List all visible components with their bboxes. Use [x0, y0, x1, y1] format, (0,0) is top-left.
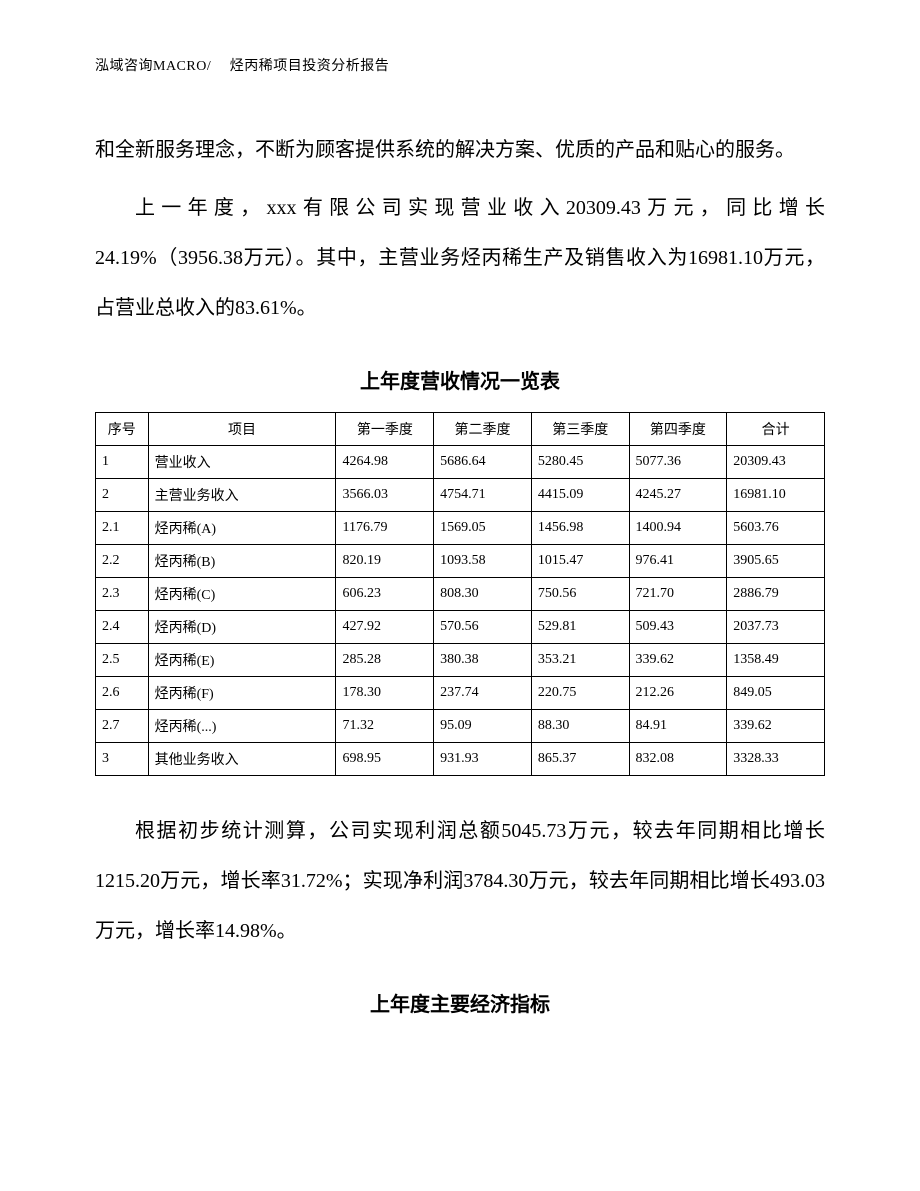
cell-q4: 1400.94: [629, 512, 727, 545]
table1-title: 上年度营收情况一览表: [95, 365, 825, 394]
cell-q1: 285.28: [336, 644, 434, 677]
cell-q4: 721.70: [629, 578, 727, 611]
cell-total: 1358.49: [727, 644, 825, 677]
cell-total: 2886.79: [727, 578, 825, 611]
cell-q4: 212.26: [629, 677, 727, 710]
cell-q4: 5077.36: [629, 446, 727, 479]
paragraph-3: 根据初步统计测算，公司实现利润总额5045.73万元，较去年同期相比增长1215…: [95, 806, 825, 956]
cell-item: 主营业务收入: [148, 479, 336, 512]
cell-q2: 1569.05: [434, 512, 532, 545]
cell-q2: 4754.71: [434, 479, 532, 512]
cell-seq: 3: [96, 743, 149, 776]
cell-q1: 1176.79: [336, 512, 434, 545]
cell-q3: 4415.09: [531, 479, 629, 512]
cell-q2: 570.56: [434, 611, 532, 644]
table-row: 2.2 烃丙稀(B) 820.19 1093.58 1015.47 976.41…: [96, 545, 825, 578]
cell-q4: 509.43: [629, 611, 727, 644]
cell-item: 烃丙稀(D): [148, 611, 336, 644]
col-header-total: 合计: [727, 413, 825, 446]
cell-item: 烃丙稀(C): [148, 578, 336, 611]
cell-item: 烃丙稀(F): [148, 677, 336, 710]
table-row: 2.4 烃丙稀(D) 427.92 570.56 529.81 509.43 2…: [96, 611, 825, 644]
cell-q3: 353.21: [531, 644, 629, 677]
cell-q1: 820.19: [336, 545, 434, 578]
cell-q3: 529.81: [531, 611, 629, 644]
col-header-item: 项目: [148, 413, 336, 446]
paragraph-2: 上一年度，xxx有限公司实现营业收入20309.43万元，同比增长24.19%（…: [95, 183, 825, 333]
col-header-q4: 第四季度: [629, 413, 727, 446]
table-row: 2.1 烃丙稀(A) 1176.79 1569.05 1456.98 1400.…: [96, 512, 825, 545]
cell-q3: 88.30: [531, 710, 629, 743]
table-row: 3 其他业务收入 698.95 931.93 865.37 832.08 332…: [96, 743, 825, 776]
col-header-q2: 第二季度: [434, 413, 532, 446]
cell-total: 2037.73: [727, 611, 825, 644]
cell-seq: 2.4: [96, 611, 149, 644]
cell-q3: 5280.45: [531, 446, 629, 479]
cell-q1: 427.92: [336, 611, 434, 644]
cell-item: 烃丙稀(B): [148, 545, 336, 578]
table-row: 2 主营业务收入 3566.03 4754.71 4415.09 4245.27…: [96, 479, 825, 512]
cell-q4: 84.91: [629, 710, 727, 743]
cell-seq: 2.7: [96, 710, 149, 743]
cell-q4: 339.62: [629, 644, 727, 677]
cell-q2: 1093.58: [434, 545, 532, 578]
cell-q4: 976.41: [629, 545, 727, 578]
cell-q1: 178.30: [336, 677, 434, 710]
cell-q1: 4264.98: [336, 446, 434, 479]
cell-q2: 380.38: [434, 644, 532, 677]
table-row: 2.7 烃丙稀(...) 71.32 95.09 88.30 84.91 339…: [96, 710, 825, 743]
cell-item: 烃丙稀(A): [148, 512, 336, 545]
cell-seq: 2.1: [96, 512, 149, 545]
table-header-row: 序号 项目 第一季度 第二季度 第三季度 第四季度 合计: [96, 413, 825, 446]
cell-item: 其他业务收入: [148, 743, 336, 776]
cell-q2: 931.93: [434, 743, 532, 776]
cell-q1: 71.32: [336, 710, 434, 743]
cell-q1: 606.23: [336, 578, 434, 611]
cell-item: 烃丙稀(E): [148, 644, 336, 677]
cell-q4: 4245.27: [629, 479, 727, 512]
cell-total: 20309.43: [727, 446, 825, 479]
cell-total: 339.62: [727, 710, 825, 743]
cell-total: 5603.76: [727, 512, 825, 545]
paragraph-1: 和全新服务理念，不断为顾客提供系统的解决方案、优质的产品和贴心的服务。: [95, 125, 825, 175]
cell-item: 营业收入: [148, 446, 336, 479]
cell-seq: 2.5: [96, 644, 149, 677]
cell-seq: 1: [96, 446, 149, 479]
cell-q3: 865.37: [531, 743, 629, 776]
table-row: 1 营业收入 4264.98 5686.64 5280.45 5077.36 2…: [96, 446, 825, 479]
page-header: 泓域咨询MACRO/ 烃丙稀项目投资分析报告: [95, 55, 825, 75]
cell-q1: 698.95: [336, 743, 434, 776]
page-container: 泓域咨询MACRO/ 烃丙稀项目投资分析报告 和全新服务理念，不断为顾客提供系统…: [0, 0, 920, 1095]
cell-q4: 832.08: [629, 743, 727, 776]
table-body: 1 营业收入 4264.98 5686.64 5280.45 5077.36 2…: [96, 446, 825, 776]
cell-item: 烃丙稀(...): [148, 710, 336, 743]
cell-q2: 237.74: [434, 677, 532, 710]
col-header-q3: 第三季度: [531, 413, 629, 446]
cell-seq: 2.3: [96, 578, 149, 611]
cell-q2: 95.09: [434, 710, 532, 743]
cell-q3: 220.75: [531, 677, 629, 710]
table-row: 2.5 烃丙稀(E) 285.28 380.38 353.21 339.62 1…: [96, 644, 825, 677]
cell-q3: 1015.47: [531, 545, 629, 578]
col-header-seq: 序号: [96, 413, 149, 446]
cell-q2: 808.30: [434, 578, 532, 611]
cell-q3: 1456.98: [531, 512, 629, 545]
cell-total: 849.05: [727, 677, 825, 710]
table2-title: 上年度主要经济指标: [95, 988, 825, 1017]
cell-seq: 2.6: [96, 677, 149, 710]
cell-total: 16981.10: [727, 479, 825, 512]
cell-total: 3328.33: [727, 743, 825, 776]
revenue-table: 序号 项目 第一季度 第二季度 第三季度 第四季度 合计 1 营业收入 4264…: [95, 412, 825, 776]
cell-total: 3905.65: [727, 545, 825, 578]
cell-q3: 750.56: [531, 578, 629, 611]
table-row: 2.3 烃丙稀(C) 606.23 808.30 750.56 721.70 2…: [96, 578, 825, 611]
cell-q2: 5686.64: [434, 446, 532, 479]
cell-q1: 3566.03: [336, 479, 434, 512]
cell-seq: 2.2: [96, 545, 149, 578]
cell-seq: 2: [96, 479, 149, 512]
table-row: 2.6 烃丙稀(F) 178.30 237.74 220.75 212.26 8…: [96, 677, 825, 710]
col-header-q1: 第一季度: [336, 413, 434, 446]
